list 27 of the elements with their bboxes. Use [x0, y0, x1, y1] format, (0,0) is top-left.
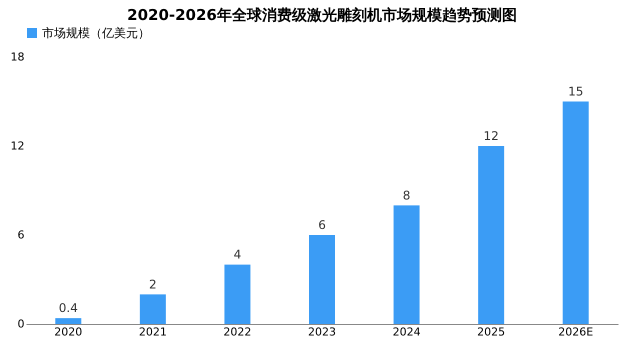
- data-label: 15: [568, 84, 584, 98]
- bar: [478, 146, 504, 324]
- bar: [224, 264, 250, 324]
- y-tick-label: 0: [18, 318, 24, 330]
- bar: [309, 235, 335, 324]
- bar: [394, 205, 420, 324]
- x-tick-label: 2025: [477, 326, 506, 338]
- data-label: 2: [149, 277, 157, 292]
- data-label: 6: [318, 218, 326, 232]
- bar: [55, 318, 82, 324]
- data-label: 12: [484, 129, 499, 143]
- x-tick-label: 2026E: [558, 326, 594, 338]
- chart-title: 2020-2026年全球消费级激光雕刻机市场规模趋势预测图: [127, 6, 517, 24]
- legend-label: 市场规模（亿美元）: [42, 26, 150, 40]
- bar: [562, 102, 589, 324]
- y-tick-label: 18: [10, 50, 24, 64]
- x-tick-label: 2022: [223, 326, 252, 338]
- data-label: 8: [402, 188, 410, 202]
- x-tick-label: 2021: [138, 326, 167, 338]
- bar: [140, 294, 166, 324]
- x-tick-label: 2023: [308, 326, 336, 338]
- x-tick-label: 2020: [54, 326, 82, 338]
- y-tick-label: 12: [10, 140, 24, 152]
- x-tick-label: 2024: [392, 326, 421, 338]
- y-tick-label: 6: [18, 228, 24, 242]
- data-label: 4: [234, 248, 242, 262]
- data-label: 0.4: [58, 301, 78, 316]
